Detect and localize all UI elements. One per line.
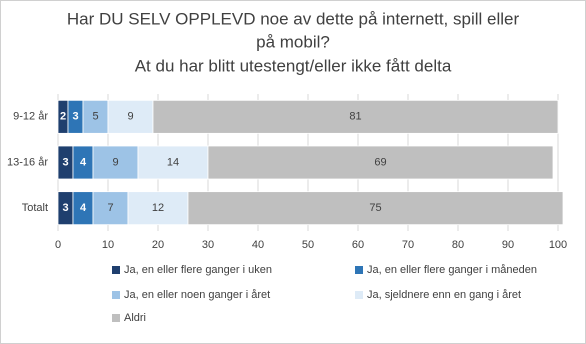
x-tick-label: 0: [55, 239, 61, 251]
data-label: 9: [112, 156, 118, 168]
data-label: 69: [374, 156, 386, 168]
x-tick-label: 90: [502, 239, 514, 251]
chart-title: Har DU SELV OPPLEVD noe av dette på inte…: [67, 9, 520, 28]
data-label: 14: [167, 156, 179, 168]
x-tick-label: 60: [352, 239, 364, 251]
legend-label: Aldri: [124, 312, 146, 324]
data-label: 3: [72, 111, 78, 123]
chart-title: At du har blitt utestengt/eller ikke fåt…: [135, 56, 452, 75]
bar-segment: [82, 99, 109, 134]
legend-swatch: [112, 314, 120, 322]
legend-label: Ja, en eller flere ganger i uken: [124, 264, 272, 276]
y-tick-label: 9-12 år: [13, 111, 48, 123]
y-tick-label: 13-16 år: [7, 156, 48, 168]
y-tick-label: Totalt: [22, 202, 48, 214]
legend-label: Ja, en eller noen ganger i året: [124, 289, 270, 301]
x-tick-label: 80: [452, 239, 464, 251]
legend-label: Ja, en eller flere ganger i måneden: [367, 264, 537, 276]
data-label: 4: [80, 202, 87, 214]
x-tick-label: 40: [252, 239, 264, 251]
bar-segment: [107, 99, 154, 134]
bar-segment: [127, 191, 189, 226]
x-tick-label: 100: [549, 239, 567, 251]
legend-label: Ja, sjeldnere enn en gang i året: [367, 289, 521, 301]
bar-segment: [92, 145, 139, 180]
legend-swatch: [355, 266, 363, 274]
data-label: 3: [62, 156, 68, 168]
data-label: 5: [92, 111, 98, 123]
data-label: 9: [127, 111, 133, 123]
legend-swatch: [355, 291, 363, 299]
x-tick-label: 10: [102, 239, 114, 251]
x-tick-label: 20: [152, 239, 164, 251]
x-tick-label: 50: [302, 239, 314, 251]
data-label: 2: [60, 111, 66, 123]
data-label: 75: [369, 202, 381, 214]
bar-segment: [92, 191, 129, 226]
data-label: 4: [80, 156, 87, 168]
legend-swatch: [112, 266, 120, 274]
x-tick-label: 70: [402, 239, 414, 251]
chart-title: på mobil?: [256, 32, 330, 51]
data-label: 7: [107, 202, 113, 214]
bar-segment: [207, 145, 554, 180]
x-tick-label: 30: [202, 239, 214, 251]
data-label: 3: [62, 202, 68, 214]
bar-segment: [152, 99, 559, 134]
data-label: 81: [349, 111, 361, 123]
data-label: 12: [152, 202, 164, 214]
legend-swatch: [112, 291, 120, 299]
bar-segment: [187, 191, 564, 226]
